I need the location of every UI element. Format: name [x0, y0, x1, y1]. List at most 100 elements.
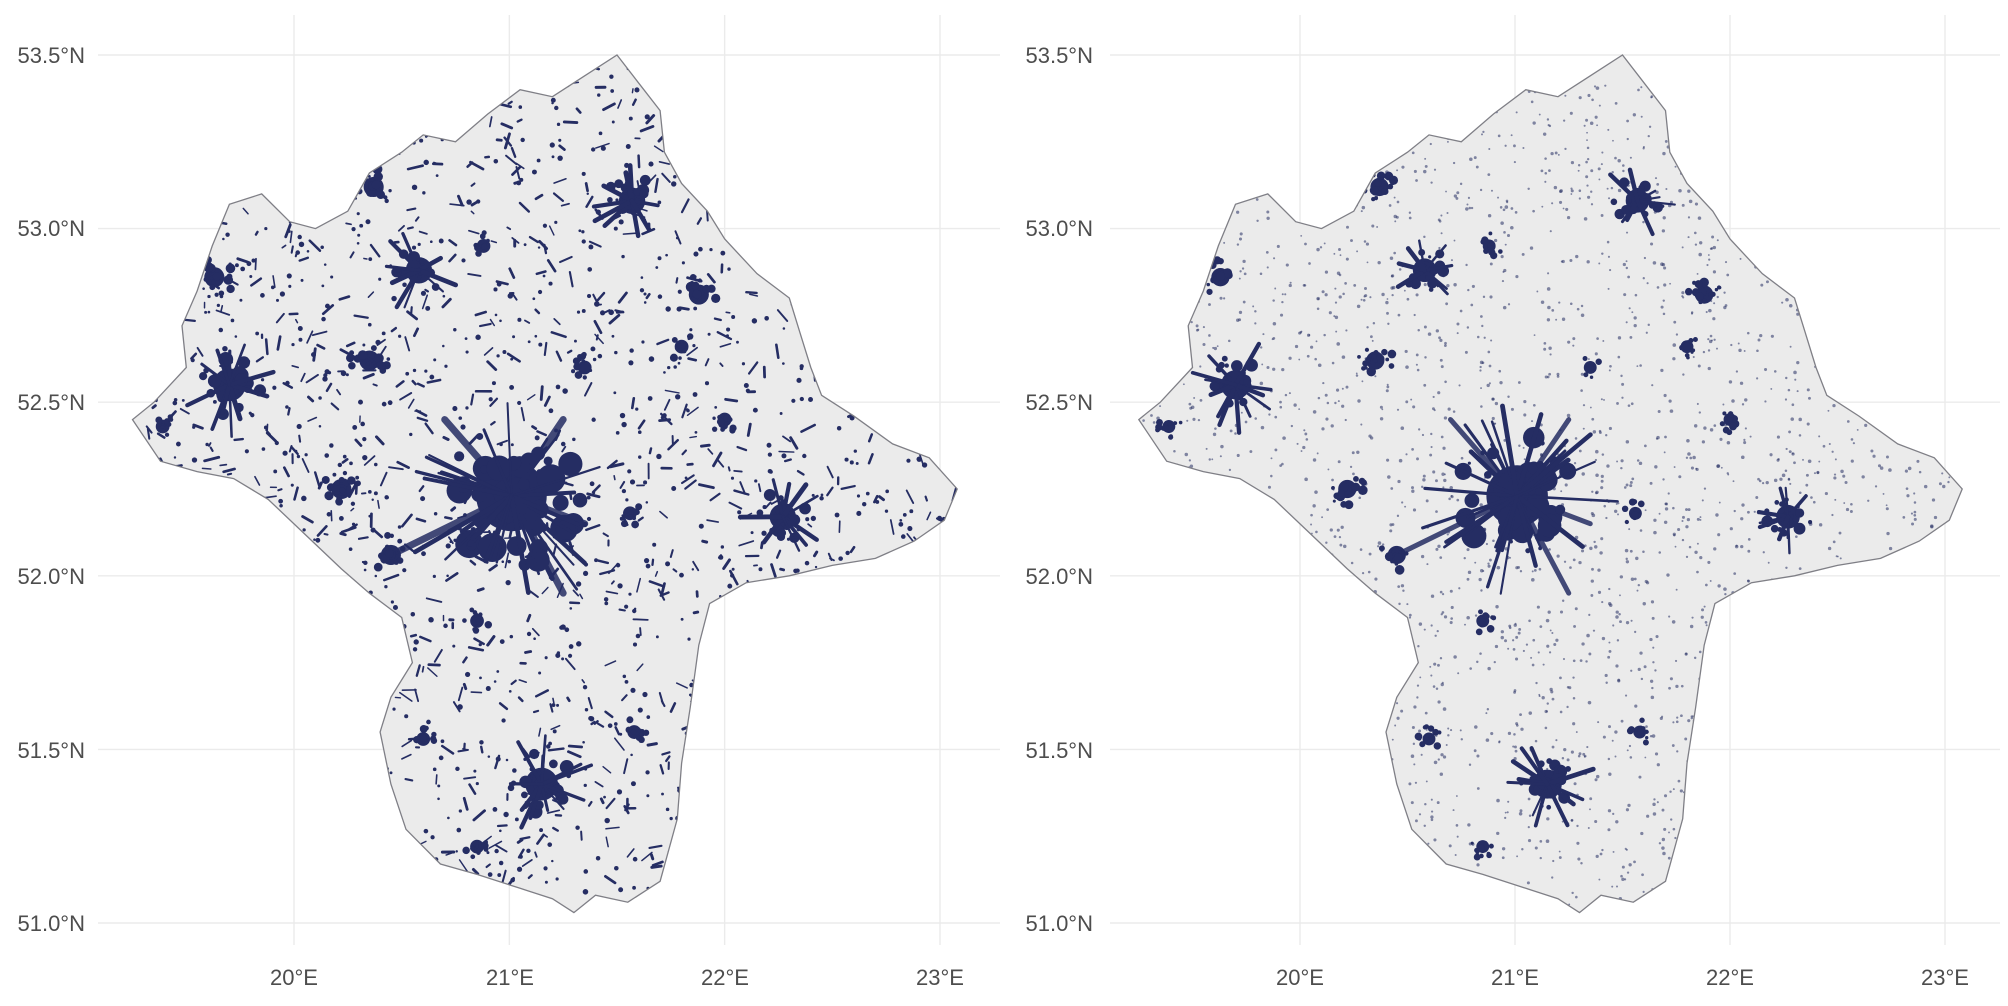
settlement-dot [767, 468, 773, 474]
settlement-dot [248, 807, 253, 812]
settlement-dot [1159, 202, 1162, 206]
settlement-dot [149, 128, 154, 132]
settlement-dot [437, 797, 440, 801]
settlement-dot [1199, 365, 1202, 368]
settlement-strip [535, 270, 547, 276]
settlement-dot [1303, 756, 1306, 759]
settlement-dot [866, 682, 872, 687]
settlement-strip [850, 187, 858, 192]
settlement-dot [374, 574, 378, 578]
settlement-dot [1752, 604, 1755, 607]
settlement-dot [887, 764, 892, 769]
settlement-strip [353, 314, 369, 319]
settlement-dot [1382, 612, 1386, 615]
settlement-strip [789, 436, 799, 450]
settlement-strip [786, 638, 791, 649]
settlement-dot [1828, 273, 1832, 278]
settlement-strip [874, 249, 881, 255]
settlement-dot [1851, 148, 1855, 153]
settlement-dot [1146, 239, 1149, 242]
settlement-dot [1173, 720, 1177, 724]
settlement-dot [1178, 251, 1181, 254]
settlement-dot [1315, 121, 1318, 124]
settlement-strip [916, 396, 925, 402]
settlement-dot [769, 726, 773, 729]
settlement-dot [1793, 243, 1797, 247]
settlement-strip [685, 901, 694, 908]
settlement-strip [811, 290, 817, 296]
settlement-dot [1400, 634, 1404, 638]
settlement-dot [348, 697, 351, 701]
settlement-dot [1315, 340, 1318, 343]
settlement-dot [1349, 120, 1353, 123]
settlement-dot [1817, 253, 1820, 256]
settlement-strip [226, 472, 233, 476]
settlement-strip [783, 458, 792, 463]
settlement-strip [200, 845, 209, 850]
settlement-dot [1439, 590, 1443, 594]
settlement-dot [1649, 61, 1653, 65]
settlement-dot [830, 859, 836, 864]
settlement-dot [1953, 866, 1957, 870]
settlement-dot [1343, 189, 1347, 193]
settlement-strip [854, 818, 868, 827]
settlement-dot [1849, 510, 1853, 513]
settlement-dot [1227, 51, 1230, 54]
settlement-dot [1371, 642, 1374, 645]
settlement-dot [831, 390, 836, 395]
settlement-dot [1958, 55, 1961, 58]
settlement-dot [1321, 867, 1325, 871]
settlement-dot [1355, 107, 1358, 111]
settlement-dot [1651, 686, 1654, 690]
settlement-dot [862, 254, 866, 258]
settlement-dot [1284, 50, 1287, 53]
settlement-dot [1867, 499, 1870, 502]
settlement-dot [1396, 408, 1400, 411]
settlement-dot [1254, 644, 1257, 648]
settlement-dot [1592, 916, 1596, 920]
settlement-strip [375, 435, 385, 446]
settlement-strip [784, 605, 789, 611]
settlement-dot [882, 806, 887, 811]
settlement-strip [531, 425, 538, 430]
settlement-dot [1135, 797, 1137, 799]
settlement-dot [705, 150, 709, 154]
settlement-strip [419, 635, 432, 643]
settlement-strip [690, 916, 703, 918]
settlement-dot [1366, 326, 1369, 329]
settlement-dot [1263, 902, 1267, 906]
settlement-dot [1430, 902, 1434, 906]
settlement-dot [1177, 853, 1181, 856]
settlement-dot [1827, 699, 1831, 703]
settlement-dot [257, 829, 262, 834]
settlement-dot [1424, 711, 1428, 715]
settlement-dot [1865, 588, 1869, 591]
settlement-dot [279, 291, 286, 297]
settlement-strip [209, 446, 214, 452]
settlement-dot [1818, 460, 1821, 463]
settlement-strip [706, 519, 720, 523]
settlement-dot [1882, 878, 1885, 881]
settlement-dot [132, 125, 134, 131]
settlement-dot [1513, 733, 1516, 736]
settlement-dot [1376, 148, 1380, 152]
settlement-strip [350, 507, 355, 512]
settlement-dot [1134, 188, 1137, 191]
settlement-dot [1324, 393, 1328, 397]
settlement-dot [1143, 858, 1146, 861]
settlement-dot [1921, 769, 1924, 772]
settlement-dot [1952, 375, 1956, 379]
settlement-dot [485, 686, 491, 692]
settlement-strip [716, 330, 733, 341]
settlement-dot [1544, 180, 1547, 183]
settlement-dot [1443, 615, 1448, 619]
settlement-dot [431, 40, 434, 43]
settlement-dot [1948, 626, 1951, 630]
settlement-dot [1845, 265, 1849, 269]
settlement-dot [1468, 763, 1472, 766]
settlement-dot [933, 193, 936, 197]
settlement-dot [1660, 905, 1663, 909]
settlement-dot [659, 96, 665, 102]
settlement-strip [316, 525, 328, 537]
settlement-strip [693, 826, 701, 833]
